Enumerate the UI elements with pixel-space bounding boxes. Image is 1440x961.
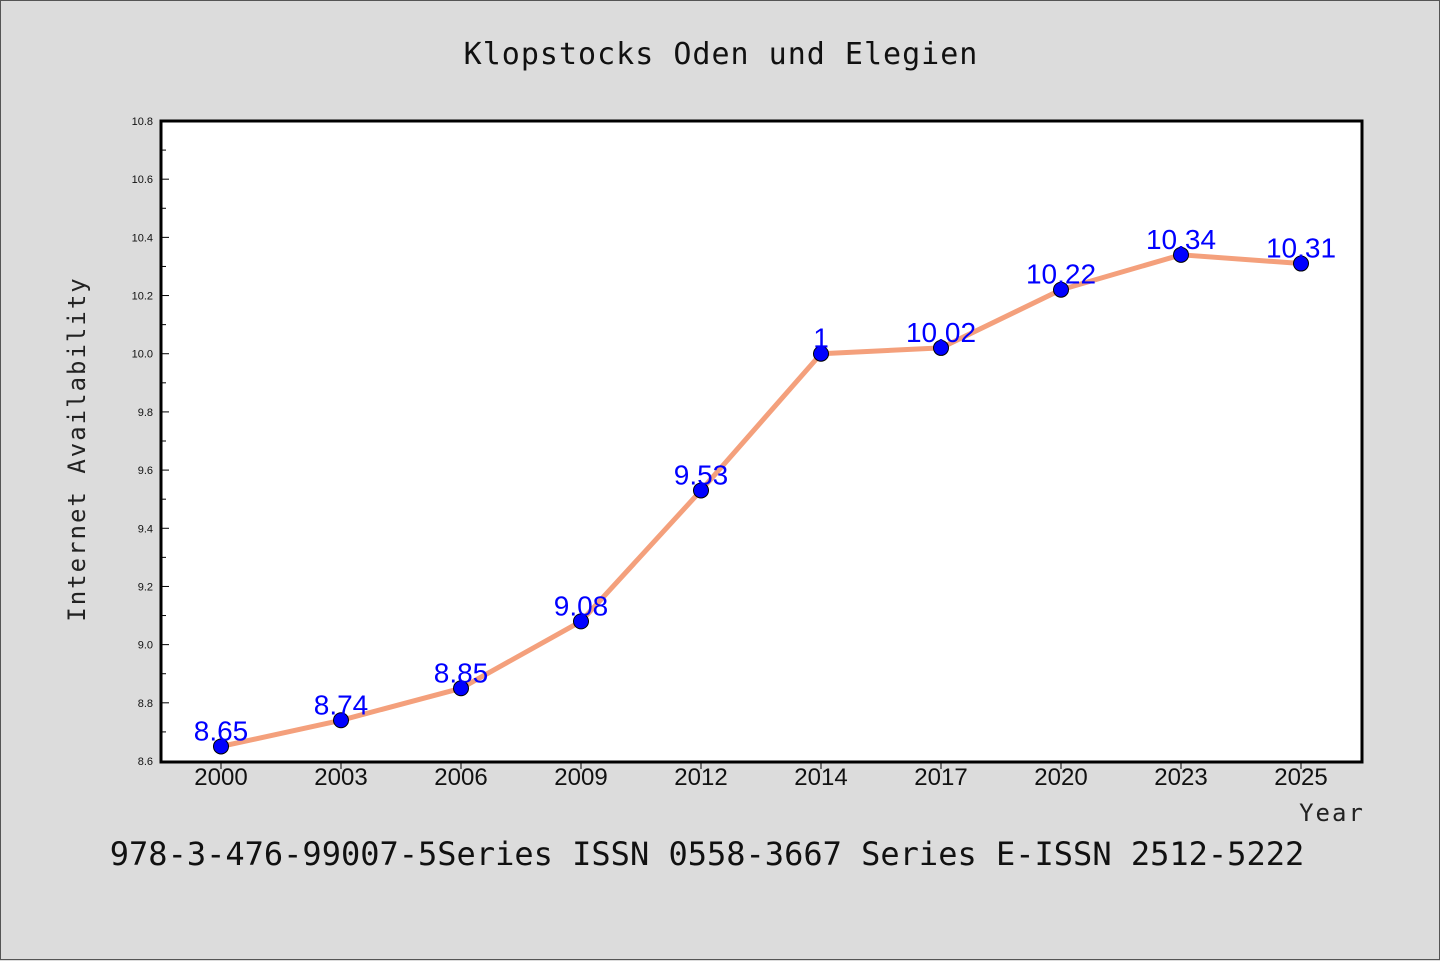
y-tick-label: 9.6 — [138, 465, 153, 477]
data-label: 9.08 — [554, 590, 609, 621]
data-point — [453, 680, 469, 697]
y-tick-label: 10.8 — [132, 116, 153, 128]
data-label: 10.31 — [1266, 233, 1336, 264]
data-point — [933, 339, 949, 356]
data-point — [213, 738, 229, 755]
plot-frame — [159, 119, 1364, 764]
x-tick-label: 2006 — [434, 764, 487, 791]
data-label: 10.34 — [1146, 224, 1216, 255]
data-label: 8.65 — [194, 715, 249, 746]
x-axis: 2000 2003 2006 2009 2012 2014 2017 2020 2023 2025 — [194, 761, 1328, 791]
x-tick-label: 2009 — [554, 764, 607, 791]
x-tick-label: 2012 — [674, 764, 727, 791]
data-marker-group — [213, 246, 1309, 755]
data-label: 8.74 — [314, 689, 369, 720]
x-tick-label: 2017 — [914, 764, 967, 791]
y-tick-label: 8.8 — [138, 698, 153, 710]
x-tick-label: 2020 — [1034, 764, 1087, 791]
y-tick-label: 9.8 — [138, 407, 153, 419]
x-tick-label: 2000 — [194, 764, 247, 791]
data-point — [333, 712, 349, 729]
x-tick-label: 2003 — [314, 764, 367, 791]
y-axis-title: Internet Availability — [63, 276, 91, 621]
data-point — [1173, 246, 1189, 263]
footer-isbn-text: 978-3-476-99007-5Series ISSN 0558-3667 S… — [110, 835, 1304, 873]
y-tick-label: 8.6 — [138, 756, 153, 768]
data-label: 1 — [813, 323, 829, 354]
x-tick-label: 2014 — [794, 764, 847, 791]
y-tick-label: 10.0 — [132, 349, 153, 361]
data-label-group: 8.65 8.74 8.85 9.08 9.53 1 10.02 10.22 10.34 10.3… — [194, 224, 1336, 747]
data-label: 8.85 — [434, 657, 489, 688]
y-tick-label: 9.0 — [138, 640, 153, 652]
y-tick-label: 9.2 — [138, 581, 153, 593]
x-axis-title: Year — [1299, 799, 1365, 827]
data-point — [573, 613, 589, 630]
y-tick-label: 10.2 — [132, 291, 153, 303]
chart-title: Klopstocks Oden und Elegien — [464, 37, 979, 72]
data-point — [813, 345, 829, 362]
series-line — [220, 252, 1302, 749]
series-line-group — [220, 252, 1302, 749]
data-point — [693, 482, 709, 499]
data-point — [1293, 255, 1309, 272]
x-tick-label: 2023 — [1154, 764, 1207, 791]
data-label: 9.53 — [674, 459, 729, 490]
data-point — [1053, 281, 1069, 298]
y-tick-label: 10.4 — [132, 232, 153, 244]
y-axis: 8.6 8.8 9.0 9.2 9.4 9.6 9.8 10.0 10.2 10.4 10.6 10.… — [132, 116, 169, 768]
plot-area — [161, 121, 1362, 762]
y-tick-label: 10.6 — [132, 174, 153, 186]
y-tick-label: 9.4 — [138, 523, 153, 535]
x-tick-label: 2025 — [1274, 764, 1327, 791]
data-label: 10.22 — [1026, 259, 1096, 290]
data-label: 10.02 — [906, 317, 976, 348]
